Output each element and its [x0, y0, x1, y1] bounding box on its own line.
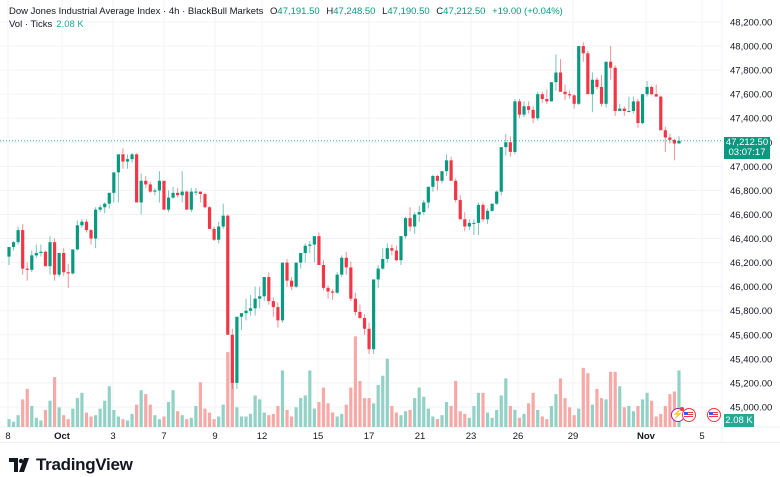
event-dot-icon — [680, 407, 684, 411]
price-axis-label: 45,600.00 — [730, 330, 772, 341]
low-label: L — [382, 6, 388, 17]
time-axis-label: 3 — [110, 431, 115, 442]
tradingview-wordmark: TradingView — [36, 455, 133, 474]
us-flag-event-icon[interactable] — [682, 408, 696, 422]
time-axis-label: 17 — [364, 431, 375, 442]
volume-legend: Vol · Ticks 2.08 K — [9, 19, 84, 30]
price-axis-label: 46,600.00 — [730, 210, 772, 221]
time-axis-label: 23 — [466, 431, 477, 442]
us-flag-event-icon[interactable] — [707, 408, 721, 422]
high-value: 47,248.50 — [333, 6, 376, 17]
volume-tag: 2.08 K — [724, 414, 754, 427]
time-axis-label: 29 — [568, 431, 579, 442]
price-axis-label: 47,400.00 — [730, 114, 772, 125]
close-value: 47,212.50 — [443, 6, 486, 17]
open-label: O — [270, 6, 278, 17]
last-price: 47,212.50 — [725, 137, 769, 148]
time-axis-label: 12 — [257, 431, 268, 442]
price-axis-label: 46,200.00 — [730, 258, 772, 269]
high-label: H — [326, 6, 334, 17]
volume-label[interactable]: Vol · Ticks — [9, 19, 53, 30]
change-value: +19.00 (+0.04%) — [492, 6, 563, 17]
symbol-legend: Dow Jones Industrial Average Index · 4h … — [9, 6, 563, 17]
low-value: 47,190.50 — [387, 6, 430, 17]
bar-countdown: 03:07:17 — [728, 147, 766, 158]
time-axis-label: Nov — [637, 431, 656, 442]
tradingview-logo[interactable]: TradingView — [9, 455, 133, 475]
price-axis-label: 45,000.00 — [730, 402, 772, 413]
price-axis-label: 46,800.00 — [730, 186, 772, 197]
price-axis-label: 45,800.00 — [730, 306, 772, 317]
time-axis-label: 9 — [212, 431, 217, 442]
interval[interactable]: 4h — [168, 6, 180, 17]
time-axis-label: 7 — [161, 431, 166, 442]
time-axis-label: 21 — [415, 431, 426, 442]
open-value: 47,191.50 — [277, 6, 320, 17]
price-axis-label: 47,600.00 — [730, 90, 772, 101]
time-axis-label: 15 — [313, 431, 324, 442]
time-axis-label: 8 — [5, 431, 10, 442]
close-label: C — [436, 6, 444, 17]
symbol-name[interactable]: Dow Jones Industrial Average Index — [9, 6, 161, 17]
last-price-tag: 47,212.50 03:07:17 — [724, 137, 770, 159]
chart-frame[interactable]: 48,200.00 48,000.00 47,800.00 47,600.00 47,4… — [0, 0, 780, 443]
price-axis-label: 48,200.00 — [730, 18, 772, 29]
volume-value: 2.08 K — [56, 19, 84, 30]
price-axis-label: 46,000.00 — [730, 282, 772, 293]
price-axis-label: 46,400.00 — [730, 234, 772, 245]
data-source: BlackBull Markets — [187, 6, 264, 17]
time-axis-label: Oct — [54, 431, 71, 442]
price-axis-label: 47,800.00 — [730, 66, 772, 77]
time-axis-label: 26 — [513, 431, 524, 442]
price-axis-label: 45,200.00 — [730, 378, 772, 389]
tradingview-mark-icon — [9, 458, 31, 472]
price-axis-label: 48,000.00 — [730, 42, 772, 53]
candlestick-chart[interactable]: 48,200.00 48,000.00 47,800.00 47,600.00 47,4… — [0, 0, 780, 442]
price-axis-label: 45,400.00 — [730, 354, 772, 365]
price-axis-label: 47,000.00 — [730, 162, 772, 173]
time-axis-label: 5 — [699, 431, 704, 442]
